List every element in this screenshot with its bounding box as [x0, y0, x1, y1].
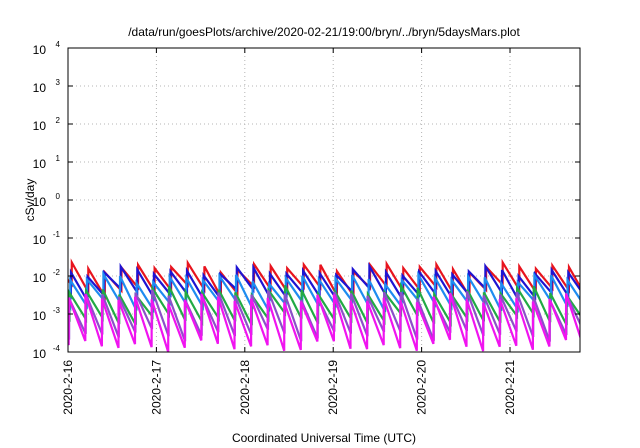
- y-tick-exponent: 4: [56, 40, 61, 49]
- y-tick-base: 10: [33, 81, 47, 95]
- y-tick-label: 10: [33, 271, 47, 285]
- y-tick-base: 10: [33, 233, 47, 247]
- y-tick-exponent: -2: [53, 268, 61, 277]
- y-tick-exponent: 1: [56, 154, 61, 163]
- y-tick-base: 10: [33, 157, 47, 171]
- y-tick-label: 10: [33, 43, 47, 57]
- y-tick-base: 10: [33, 347, 47, 361]
- y-tick-label: 10: [33, 157, 47, 171]
- y-tick-label: 10: [33, 81, 47, 95]
- y-tick-base: 10: [33, 195, 47, 209]
- y-tick-exponent: 0: [56, 192, 61, 201]
- y-tick-base: 10: [33, 271, 47, 285]
- x-tick-label: 2020-2-16: [61, 360, 75, 415]
- chart-title: /data/run/goesPlots/archive/2020-02-21/1…: [128, 25, 520, 39]
- y-tick-base: 10: [33, 43, 47, 57]
- y-tick-exponent: -1: [53, 230, 61, 239]
- y-tick-label: 10: [33, 233, 47, 247]
- y-tick-base: 10: [33, 119, 47, 133]
- y-tick-base: 10: [33, 309, 47, 323]
- y-tick-label: 10: [33, 119, 47, 133]
- x-axis-label: Coordinated Universal Time (UTC): [232, 431, 416, 445]
- y-tick-exponent: -3: [53, 306, 61, 315]
- x-axis: 2020-2-16 2020-2-17 2020-2-18 2020-2-19 2020…: [61, 48, 517, 415]
- series-line: [68, 292, 580, 352]
- data-series: [68, 258, 580, 352]
- x-tick-label: 2020-2-17: [149, 360, 163, 415]
- y-tick-exponent: 2: [56, 116, 61, 125]
- x-tick-label: 2020-2-19: [326, 360, 340, 415]
- y-tick-exponent: -4: [53, 344, 61, 353]
- x-tick-label: 2020-2-20: [415, 360, 429, 415]
- y-axis-label: cSv/day: [23, 179, 37, 222]
- x-tick-label: 2020-2-18: [238, 360, 252, 415]
- y-tick-label: 10: [33, 309, 47, 323]
- y-axis: 10 4 10 3 10 2 10 1 10 0 10 -1 10 -2 10 -3 10 -4: [33, 40, 580, 361]
- y-tick-label: 10: [33, 347, 47, 361]
- x-tick-label: 2020-2-21: [503, 360, 517, 415]
- y-tick-exponent: 3: [56, 78, 61, 87]
- y-tick-label: 10: [33, 195, 47, 209]
